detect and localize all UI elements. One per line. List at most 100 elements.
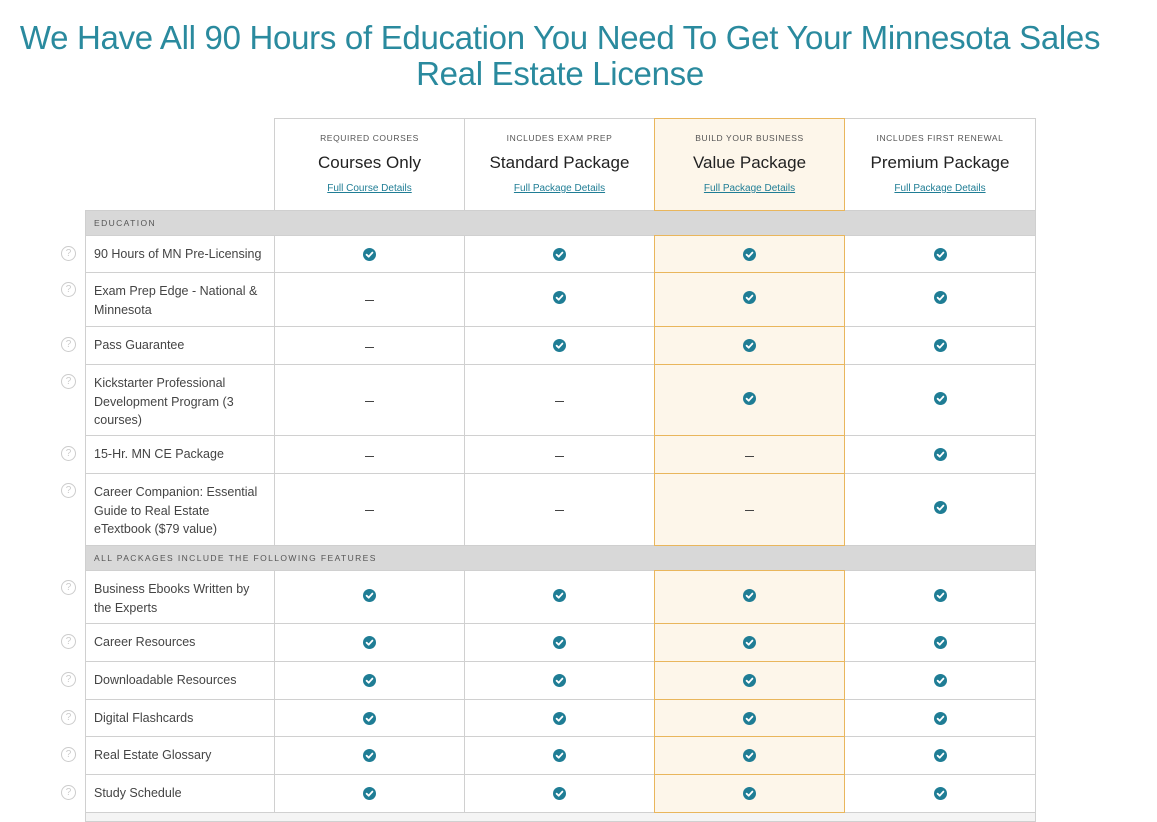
feature-cell <box>464 570 655 624</box>
help-icon[interactable]: ? <box>61 483 76 498</box>
feature-cell <box>274 326 465 365</box>
feature-cell <box>654 364 845 436</box>
section-header: All Packages Include the Following Featu… <box>85 545 1036 571</box>
package-details-link[interactable]: Full Package Details <box>703 183 796 194</box>
help-icon[interactable]: ? <box>61 672 76 687</box>
help-icon[interactable]: ? <box>61 446 76 461</box>
check-icon <box>933 674 947 687</box>
package-name: Value Package <box>692 153 807 172</box>
check-icon <box>933 787 947 800</box>
package-eyebrow: Includes First Renewal <box>876 133 1004 143</box>
check-icon <box>363 588 376 602</box>
feature-label: Business Ebooks Written by the Experts <box>85 570 275 624</box>
feature-cell <box>844 435 1036 474</box>
check-icon <box>933 749 947 762</box>
feature-cell <box>464 473 655 546</box>
check-icon <box>553 247 566 261</box>
feature-label: Exam Prep Edge - National & Minnesota <box>85 272 275 327</box>
package-details-link[interactable]: Full Course Details <box>327 183 412 194</box>
package-eyebrow: Required Courses <box>320 133 419 143</box>
feature-cell <box>654 435 845 474</box>
check-icon <box>743 674 756 687</box>
feature-label: Kickstarter Professional Development Pro… <box>85 364 275 436</box>
check-icon <box>933 711 947 725</box>
feature-cell <box>844 623 1036 662</box>
check-icon <box>743 749 756 762</box>
package-header: Includes First Renewal Premium Package Ful… <box>844 118 1036 211</box>
page-title: We Have All 90 Hours of Education You Ne… <box>19 19 1101 92</box>
feature-label: 15-Hr. MN CE Package <box>85 435 275 474</box>
feature-cell <box>274 235 465 273</box>
dash-icon <box>555 400 564 402</box>
check-icon <box>933 339 947 352</box>
dash-icon <box>365 347 374 348</box>
feature-cell <box>654 272 845 327</box>
check-icon <box>933 501 947 514</box>
feature-cell <box>464 623 655 662</box>
check-icon <box>743 588 756 602</box>
package-name: Standard Package <box>489 153 630 172</box>
check-icon <box>743 711 756 725</box>
check-icon <box>553 749 566 762</box>
feature-cell <box>654 699 845 737</box>
check-icon <box>553 588 566 602</box>
check-icon <box>553 339 566 352</box>
check-icon <box>363 247 376 261</box>
package-eyebrow: Build Your Business <box>695 133 804 143</box>
help-icon[interactable]: ? <box>61 634 76 649</box>
feature-label: Digital Flashcards <box>85 699 275 737</box>
check-icon <box>933 636 947 649</box>
package-header: Required Courses Courses Only Full Course … <box>274 118 465 211</box>
feature-cell <box>844 326 1036 365</box>
help-icon[interactable]: ? <box>61 785 76 800</box>
feature-cell <box>274 623 465 662</box>
feature-cell <box>844 661 1036 700</box>
feature-cell <box>274 774 465 813</box>
feature-cell <box>654 570 845 624</box>
section-header: Education <box>85 210 1036 236</box>
feature-cell <box>844 235 1036 273</box>
feature-cell <box>274 661 465 700</box>
feature-label: Downloadable Resources <box>85 661 275 700</box>
feature-cell <box>654 774 845 813</box>
feature-cell <box>274 435 465 474</box>
dash-icon <box>745 456 754 457</box>
dash-icon <box>745 510 754 511</box>
help-icon[interactable]: ? <box>61 710 76 725</box>
package-name: Courses Only <box>318 153 421 172</box>
package-details-link[interactable]: Full Package Details <box>513 183 606 194</box>
check-icon <box>553 674 566 687</box>
check-icon <box>933 588 947 602</box>
feature-label: Career Companion: Essential Guide to Rea… <box>85 473 275 546</box>
check-icon <box>363 711 376 725</box>
check-icon <box>363 674 376 687</box>
feature-cell <box>464 326 655 365</box>
feature-cell <box>844 272 1036 327</box>
package-eyebrow: Includes Exam Prep <box>506 133 613 143</box>
feature-cell <box>654 736 845 775</box>
help-icon[interactable]: ? <box>61 282 76 297</box>
check-icon <box>743 391 756 405</box>
feature-cell <box>274 272 465 327</box>
check-icon <box>553 636 566 649</box>
check-icon <box>933 291 947 304</box>
package-details-link[interactable]: Full Package Details <box>894 183 986 194</box>
help-icon[interactable]: ? <box>61 246 76 261</box>
help-icon[interactable]: ? <box>61 747 76 762</box>
feature-cell <box>844 364 1036 436</box>
feature-cell <box>654 473 845 546</box>
package-header: Build Your Business Value Package Full Pac… <box>654 118 845 211</box>
feature-label: Career Resources <box>85 623 275 662</box>
help-icon[interactable]: ? <box>61 580 76 595</box>
check-icon <box>933 391 947 405</box>
check-icon <box>363 787 376 800</box>
feature-cell <box>844 774 1036 813</box>
dash-icon <box>365 400 374 402</box>
feature-cell <box>464 699 655 737</box>
help-icon[interactable]: ? <box>61 374 76 389</box>
help-icon[interactable]: ? <box>61 337 76 352</box>
package-name: Premium Package <box>870 153 1010 172</box>
dash-icon <box>365 300 374 301</box>
feature-cell <box>654 623 845 662</box>
feature-cell <box>654 661 845 700</box>
